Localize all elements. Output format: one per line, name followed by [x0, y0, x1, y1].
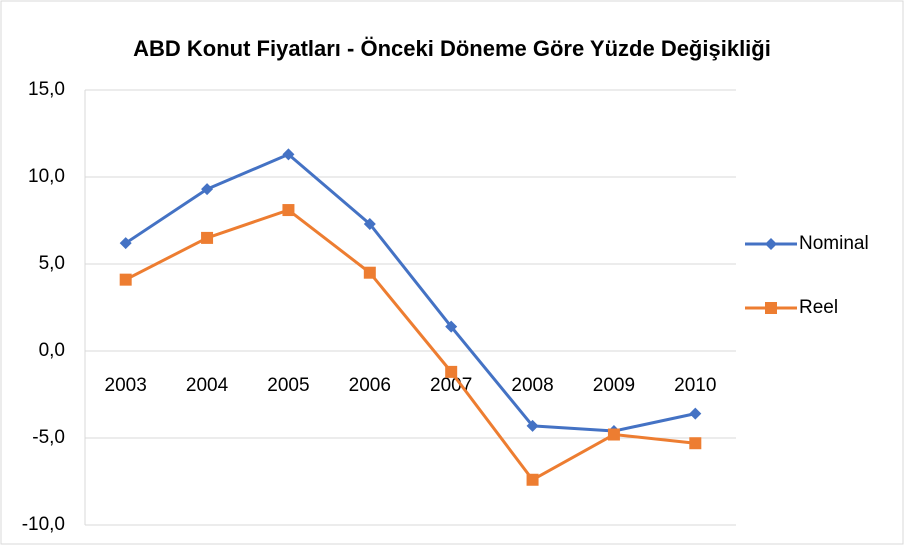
x-tick-label: 2007: [430, 375, 472, 396]
legend-label: Nominal: [799, 233, 869, 254]
series-line: [125, 208, 696, 482]
y-tick-label: 5,0: [39, 253, 65, 274]
y-tick-label: -10,0: [22, 514, 65, 535]
x-tick-label: 2003: [105, 375, 147, 396]
data-point: [445, 365, 458, 378]
data-point: [607, 428, 620, 441]
y-tick-label: -5,0: [32, 427, 65, 448]
legend-marker: [765, 302, 777, 314]
legend-label: Reel: [799, 297, 838, 318]
data-point: [526, 473, 539, 486]
data-point: [119, 273, 132, 286]
data-point: [282, 204, 295, 217]
x-tick-label: 2005: [267, 375, 309, 396]
data-point: [363, 217, 376, 230]
x-tick-label: 2004: [186, 375, 229, 396]
y-tick-label: 10,0: [28, 166, 65, 187]
data-point: [526, 419, 539, 432]
series-line: [124, 152, 696, 433]
x-tick-label: 2010: [674, 375, 716, 396]
data-point: [119, 237, 132, 250]
chart-title: ABD Konut Fiyatları - Önceki Döneme Göre…: [133, 36, 771, 61]
legend-marker: [765, 238, 777, 250]
data-point: [201, 231, 214, 244]
data-point: [689, 437, 702, 450]
x-tick-label: 2006: [349, 375, 391, 396]
data-point: [689, 407, 702, 420]
data-point: [445, 320, 458, 333]
data-point: [363, 266, 376, 279]
y-tick-label: 15,0: [28, 79, 65, 100]
data-point: [282, 148, 295, 161]
data-point: [201, 183, 214, 196]
y-tick-label: 0,0: [39, 340, 65, 361]
x-tick-label: 2009: [593, 375, 635, 396]
x-tick-label: 2008: [511, 375, 553, 396]
